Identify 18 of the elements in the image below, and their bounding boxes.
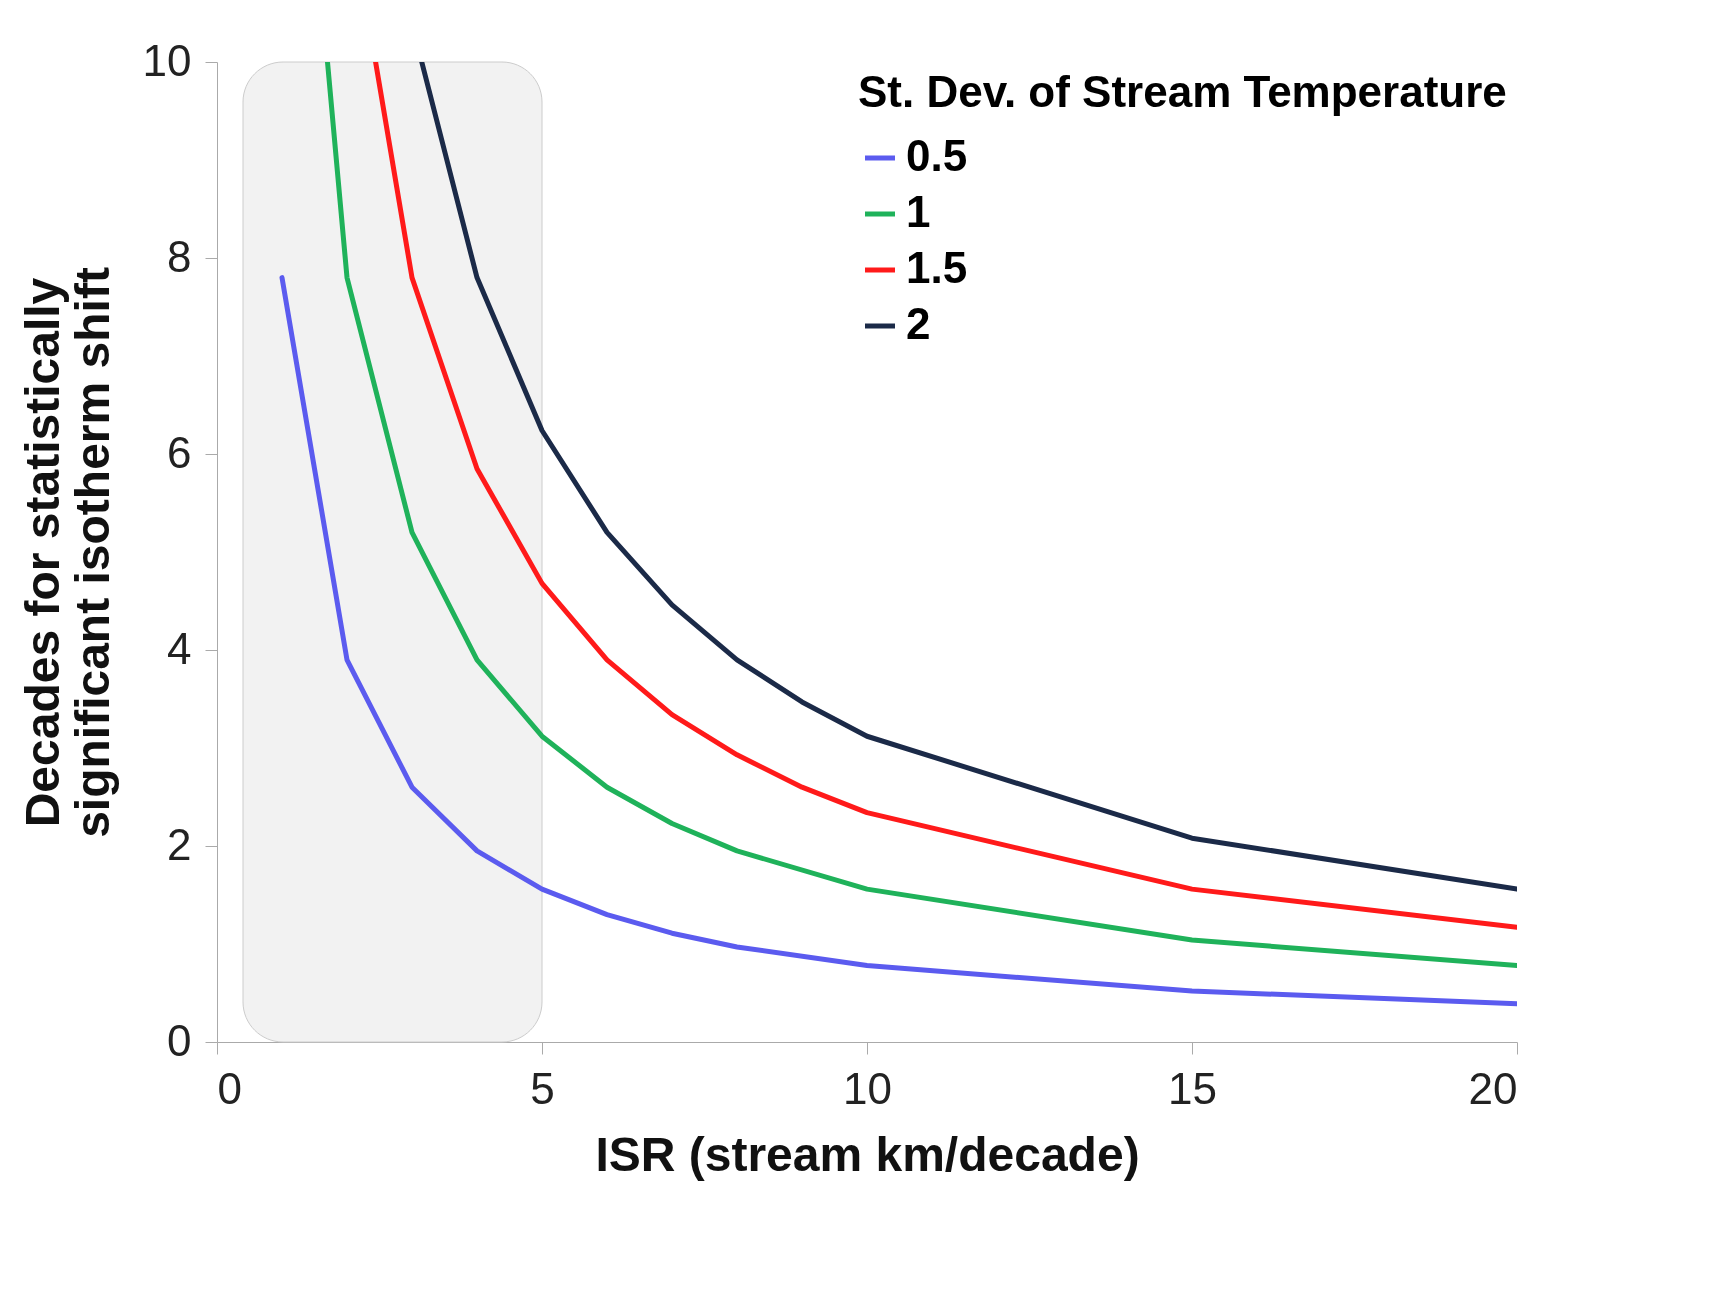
x-tick-label: 20	[1468, 1063, 1518, 1113]
y-tick-label: 10	[142, 35, 192, 85]
legend-label: 2	[906, 299, 931, 348]
x-axis-title: ISR (stream km/decade)	[595, 1127, 1140, 1181]
y-tick-label: 8	[167, 231, 192, 281]
x-tick-label: 15	[1168, 1063, 1217, 1113]
legend-title: St. Dev. of Stream Temperature	[858, 67, 1507, 116]
x-tick-label: 5	[530, 1063, 555, 1113]
legend-label: 1.5	[906, 243, 968, 292]
x-tick-label: 10	[843, 1063, 892, 1113]
x-tick-label: 0	[217, 1063, 242, 1113]
y-tick-label: 6	[167, 427, 192, 477]
y-tick-label: 0	[167, 1015, 192, 1065]
legend-label: 1	[906, 187, 931, 236]
y-tick-label: 2	[167, 819, 192, 869]
y-tick-label: 4	[167, 623, 192, 673]
legend-label: 0.5	[906, 131, 968, 180]
y-axis-title: Decades for statistically significant isotherm shift	[15, 267, 119, 838]
